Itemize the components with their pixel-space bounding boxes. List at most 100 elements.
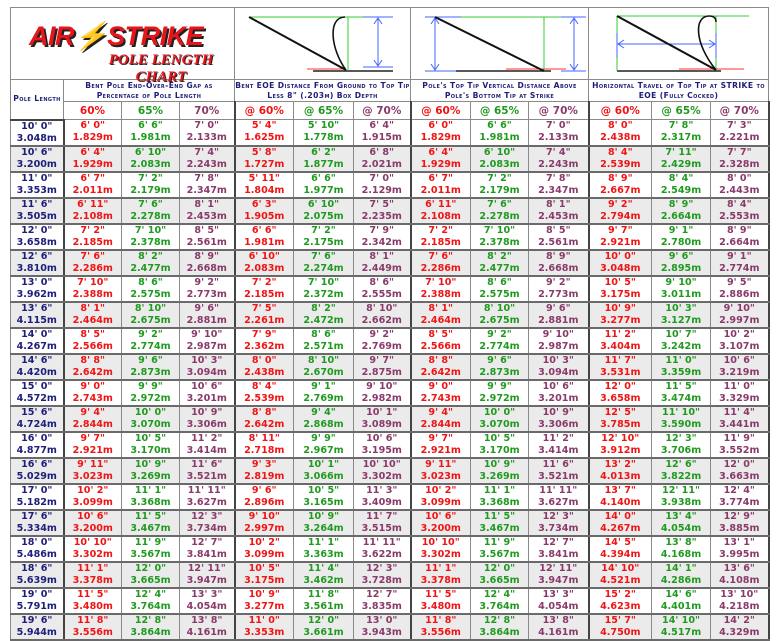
- imperial-value: 12' 0": [483, 562, 516, 574]
- imperial-value: 8' 5": [545, 224, 571, 236]
- metric-value: 3.070m: [130, 418, 171, 430]
- value-cell: 13' 7" 4.140m: [588, 483, 653, 511]
- imperial-value: 9' 0": [80, 380, 106, 392]
- value-cell: 8' 9" 2.668m: [179, 249, 236, 277]
- table-row: 12' 6" 3.810m 7' 6" 2.286m 8' 2" 2.477m 8' 9" 2…: [10, 249, 770, 277]
- metric-value: 3.515m: [361, 522, 402, 534]
- imperial-value: 9' 1": [668, 224, 694, 236]
- metric-value: 3.480m: [72, 600, 113, 612]
- imperial-value: 8' 10": [134, 302, 167, 314]
- imperial-value: 13' 3": [542, 588, 574, 600]
- metric-value: 2.243m: [538, 158, 579, 170]
- metric-value: 2.133m: [538, 132, 579, 144]
- value-cell: 9' 0" 2.743m: [63, 379, 122, 407]
- value-cell: 6' 3" 1.905m: [234, 197, 294, 225]
- value-cell: 11' 10" 3.590m: [651, 405, 712, 433]
- value-cell: 7' 10" 2.388m: [410, 275, 471, 303]
- value-cell: 6' 6" 1.981m: [121, 119, 180, 147]
- imperial-value: 9' 4": [428, 406, 454, 418]
- imperial-value: 9' 4": [80, 406, 106, 418]
- imperial-value: 11' 1": [307, 536, 340, 548]
- metric-value: 2.774m: [130, 340, 171, 352]
- metric-value: 2.886m: [719, 288, 760, 300]
- imperial-value: 9' 2": [607, 198, 633, 210]
- imperial-value: 10' 1": [366, 406, 398, 418]
- pole-length-cell: 19' 6" 5.944m: [10, 613, 65, 641]
- value-cell: 10' 9" 3.277m: [588, 301, 653, 329]
- metric-value: 3.269m: [130, 470, 171, 482]
- imperial-value: 12' 0": [21, 224, 53, 236]
- metric-value: 3.810m: [16, 262, 57, 274]
- value-cell: 8' 8" 2.642m: [63, 353, 122, 381]
- value-cell: 13' 2" 4.013m: [588, 457, 653, 485]
- imperial-value: 12' 0": [307, 614, 340, 626]
- imperial-value: 10' 9": [191, 406, 223, 418]
- imperial-value: 6' 4": [428, 146, 454, 158]
- value-cell: 11' 5" 3.467m: [121, 509, 180, 537]
- metric-value: 3.531m: [600, 366, 641, 378]
- value-cell: 13' 3" 4.054m: [527, 587, 590, 615]
- imperial-value: 6' 11": [77, 198, 109, 210]
- imperial-value: 7' 6": [80, 250, 106, 262]
- imperial-value: 8' 6": [369, 276, 395, 288]
- value-cell: 9' 2" 2.794m: [588, 197, 653, 225]
- value-cell: 11' 7" 3.531m: [588, 353, 653, 381]
- value-cell: 12' 7" 3.841m: [179, 535, 236, 563]
- imperial-value: 10' 7": [665, 328, 697, 340]
- metric-value: 2.372m: [303, 288, 344, 300]
- imperial-value: 8' 9": [607, 172, 633, 184]
- imperial-value: 7' 6": [138, 198, 163, 210]
- value-cell: 7' 0" 2.129m: [353, 171, 412, 199]
- imperial-value: 6' 2": [311, 146, 336, 158]
- imperial-value: 8' 5": [428, 328, 454, 340]
- metric-value: 2.011m: [420, 184, 461, 196]
- pole-length-cell: 16' 0" 4.877m: [10, 431, 65, 459]
- value-cell: 8' 9" 2.664m: [651, 197, 712, 225]
- metric-value: 2.472m: [303, 314, 344, 326]
- imperial-value: 8' 6": [311, 328, 336, 340]
- metric-value: 4.161m: [538, 626, 579, 638]
- value-cell: 8' 10" 2.675m: [470, 301, 529, 329]
- pole-length-cell: 13' 6" 4.115m: [10, 301, 65, 329]
- metric-value: 3.764m: [130, 600, 171, 612]
- imperial-value: 9' 10": [248, 510, 280, 522]
- group-header-ground-distance: Bent EOE Distance From Ground to Top Tip…: [234, 79, 411, 102]
- value-cell: 10' 9" 3.306m: [527, 405, 590, 433]
- imperial-value: 12' 4": [723, 484, 755, 496]
- value-cell: 9' 7" 2.921m: [410, 431, 471, 459]
- imperial-value: 10' 0": [134, 406, 167, 418]
- logo-subtitle: POLE LENGTH CHART: [108, 52, 214, 85]
- metric-value: 2.539m: [600, 158, 641, 170]
- metric-value: 3.728m: [361, 574, 402, 586]
- pole-length-cell: 18' 6" 5.639m: [10, 561, 65, 589]
- metric-value: 3.462m: [303, 574, 344, 586]
- imperial-value: 7' 4": [194, 146, 220, 158]
- metric-value: 4.013m: [600, 470, 641, 482]
- metric-value: 1.977m: [303, 184, 344, 196]
- imperial-value: 10' 9": [483, 458, 516, 470]
- metric-value: 3.378m: [420, 574, 461, 586]
- metric-value: 2.021m: [361, 158, 402, 170]
- value-cell: 9' 2" 2.769m: [353, 327, 412, 355]
- metric-value: 3.661m: [303, 626, 344, 638]
- metric-value: 3.048m: [16, 132, 57, 144]
- imperial-value: 5' 4": [251, 120, 277, 132]
- metric-value: 3.505m: [16, 210, 57, 222]
- imperial-value: 10' 5": [248, 562, 280, 574]
- value-cell: 9' 6" 2.881m: [527, 301, 590, 329]
- imperial-value: 12' 0": [604, 380, 636, 392]
- imperial-value: 5' 10": [307, 120, 340, 132]
- group-header-horizontal-travel: Horizontal Travel of Top Tip at STRIKE t…: [588, 79, 770, 102]
- metric-value: 3.306m: [538, 418, 579, 430]
- metric-value: 4.329m: [719, 626, 760, 638]
- percentage-header: @ 60%: [588, 101, 653, 120]
- value-cell: 8' 5" 2.566m: [410, 327, 471, 355]
- metric-value: 2.453m: [186, 210, 227, 222]
- metric-value: 1.804m: [244, 184, 285, 196]
- imperial-value: 14' 1": [665, 562, 697, 574]
- value-cell: 8' 10" 2.670m: [293, 353, 354, 381]
- value-cell: 7' 8" 2.347m: [179, 171, 236, 199]
- metric-value: 1.981m: [244, 236, 285, 248]
- value-cell: 6' 4" 1.929m: [63, 145, 122, 173]
- imperial-value: 8' 9": [668, 198, 694, 210]
